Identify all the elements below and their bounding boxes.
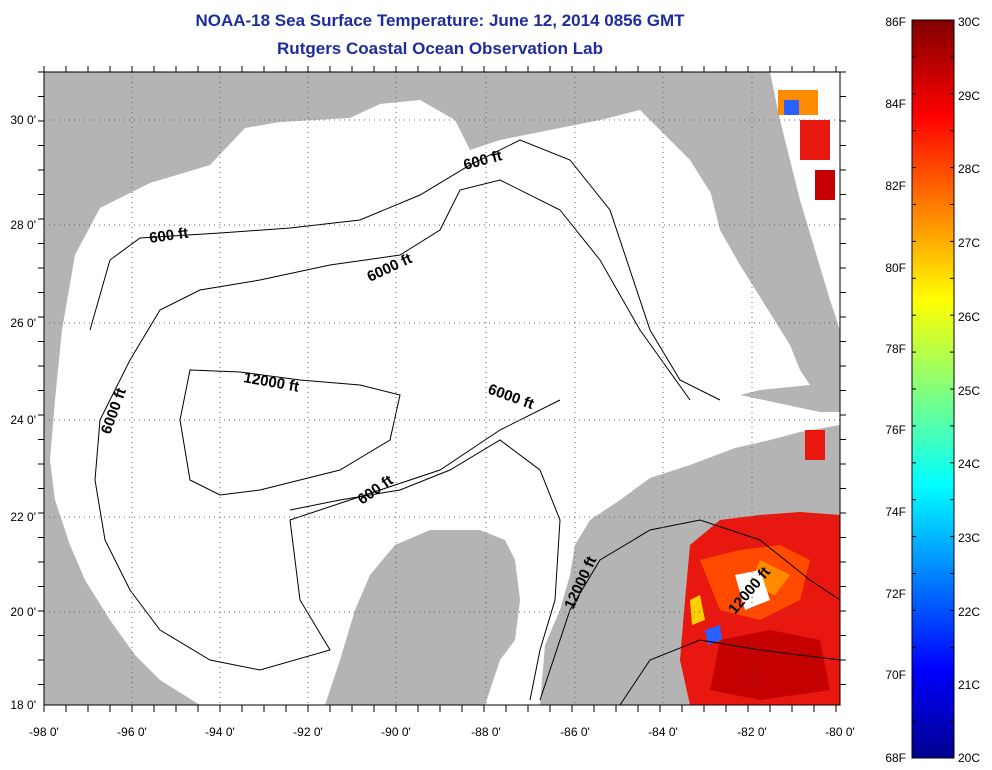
contour-label: 600 ft xyxy=(148,225,189,247)
contour-6000ft-west xyxy=(94,399,561,671)
colorbar-c-label: 30C xyxy=(958,15,980,29)
lat-label: 20 0' xyxy=(10,605,36,619)
lat-label: 24 0' xyxy=(10,413,36,427)
sst-patch-caribbean xyxy=(680,512,840,705)
map-subtitle: Rutgers Coastal Ocean Observation Lab xyxy=(277,39,603,58)
contour-12000ft-east xyxy=(539,519,840,701)
colorbar-c-label: 23C xyxy=(958,531,980,545)
lon-label: -88 0' xyxy=(471,725,501,739)
colorbar-c-label: 28C xyxy=(958,162,980,176)
graticule xyxy=(44,72,840,705)
sst-patch-florida xyxy=(778,90,835,460)
colorbar-c-label: 27C xyxy=(958,236,980,250)
lon-label: -86 0' xyxy=(560,725,590,739)
colorbar-f-label: 74F xyxy=(885,505,906,519)
colorbar-c-label: 24C xyxy=(958,457,980,471)
colorbar-f-label: 80F xyxy=(885,261,906,275)
colorbar-c-label: 26C xyxy=(958,310,980,324)
colorbar-f-label: 84F xyxy=(885,97,906,111)
lat-label: 18 0' xyxy=(10,698,36,712)
colorbar-f-label: 70F xyxy=(885,668,906,682)
colorbar-celsius-labels: 30C 29C 28C 27C 26C 25C 24C 23C 22C 21C … xyxy=(958,15,980,765)
contour-600ft-south xyxy=(289,439,561,701)
lat-label: 22 0' xyxy=(10,510,36,524)
gulf-water xyxy=(50,100,840,705)
colorbar-c-label: 22C xyxy=(958,605,980,619)
lat-label: 28 0' xyxy=(10,218,36,232)
lat-label: 26 0' xyxy=(10,316,36,330)
lat-label: 30 0' xyxy=(10,113,36,127)
colorbar-f-label: 68F xyxy=(885,751,906,765)
lat-axis: 30 0' 28 0' 26 0' 24 0' 22 0' 20 0' 18 0… xyxy=(10,113,36,712)
colorbar xyxy=(911,19,955,759)
colorbar-fahrenheit-labels: 86F 84F 82F 80F 78F 76F 74F 72F 70F 68F xyxy=(885,15,906,765)
cuba-land xyxy=(630,450,840,525)
contour-600ft-north xyxy=(89,139,721,401)
lon-label: -82 0' xyxy=(737,725,767,739)
lon-label: -92 0' xyxy=(293,725,323,739)
colorbar-ticks xyxy=(912,19,954,759)
contour-caribbean xyxy=(619,639,840,705)
map-title: NOAA-18 Sea Surface Temperature: June 12… xyxy=(195,11,685,30)
colorbar-f-label: 76F xyxy=(885,423,906,437)
colorbar-c-label: 25C xyxy=(958,384,980,398)
contour-12000ft-central xyxy=(179,369,401,496)
bathymetry-contours xyxy=(89,139,840,705)
lon-label: -90 0' xyxy=(381,725,411,739)
yucatan-land xyxy=(325,530,520,705)
contour-6000ft-north xyxy=(99,179,691,421)
colorbar-c-label: 20C xyxy=(958,751,980,765)
colorbar-c-label: 21C xyxy=(958,678,980,692)
lon-axis: -98 0' -96 0' -94 0' -92 0' -90 0' -88 0… xyxy=(29,725,855,739)
lon-label: -80 0' xyxy=(825,725,855,739)
colorbar-f-label: 72F xyxy=(885,587,906,601)
map-frame xyxy=(43,71,841,706)
colorbar-f-label: 78F xyxy=(885,342,906,356)
lon-label: -94 0' xyxy=(205,725,235,739)
colorbar-f-label: 82F xyxy=(885,179,906,193)
colorbar-c-label: 29C xyxy=(958,89,980,103)
lon-label: -96 0' xyxy=(117,725,147,739)
lon-label: -84 0' xyxy=(648,725,678,739)
axis-ticks xyxy=(38,66,846,712)
colorbar-f-label: 86F xyxy=(885,15,906,29)
lon-label: -98 0' xyxy=(29,725,59,739)
